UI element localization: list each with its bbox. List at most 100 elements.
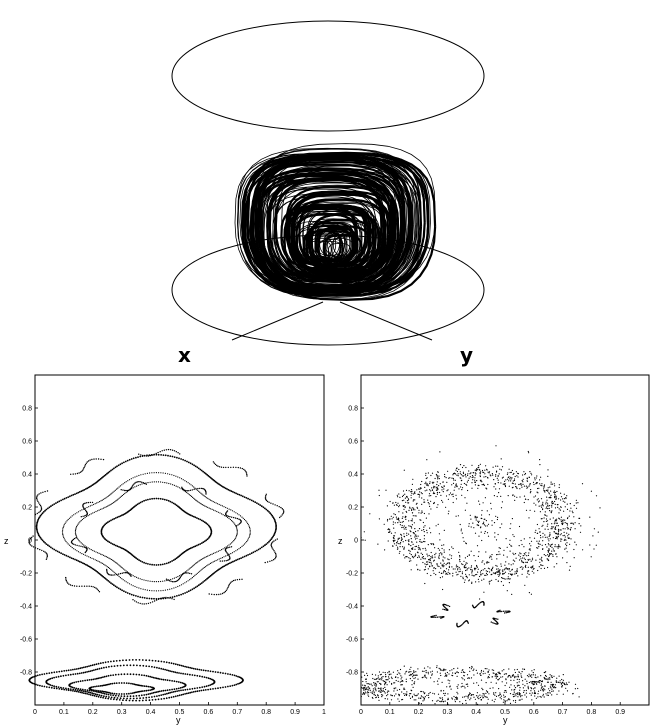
scatter-point <box>402 526 404 529</box>
scatter-point <box>555 681 558 684</box>
scatter-point <box>389 529 391 531</box>
scatter-point <box>447 558 449 560</box>
scatter-point <box>37 534 40 537</box>
scatter-point <box>506 610 508 612</box>
scatter-point <box>97 552 99 554</box>
scatter-point <box>107 521 109 524</box>
scatter-point <box>74 473 77 475</box>
scatter-point <box>413 677 415 680</box>
scatter-point <box>503 577 505 580</box>
scatter-point <box>163 498 166 501</box>
scatter-point <box>466 683 469 685</box>
scatter-point <box>429 667 431 669</box>
scatter-point <box>370 691 372 693</box>
scatter-point <box>524 472 527 475</box>
scatter-point <box>431 555 433 557</box>
scatter-point <box>500 469 502 471</box>
scatter-point <box>199 491 201 493</box>
scatter-point <box>113 490 115 492</box>
scatter-point <box>523 557 525 559</box>
scatter-point <box>391 677 393 680</box>
scatter-point <box>445 477 447 479</box>
scatter-point <box>84 551 87 554</box>
scatter-point <box>390 699 393 701</box>
scatter-point <box>433 567 435 569</box>
scatter-point <box>496 558 498 560</box>
scatter-point <box>540 675 542 677</box>
scatter-point <box>89 664 92 667</box>
scatter-point <box>162 481 164 483</box>
scatter-point <box>194 574 196 577</box>
scatter-point <box>443 668 445 670</box>
scatter-point <box>126 664 128 667</box>
scatter-point <box>579 517 581 520</box>
scatter-point <box>194 586 197 589</box>
scatter-point <box>236 579 239 581</box>
scatter-point <box>204 566 207 568</box>
x-axis-label: x <box>178 343 191 367</box>
x-tick-label: 0.6 <box>529 709 539 716</box>
scatter-point <box>405 489 408 491</box>
scatter-point <box>463 679 466 681</box>
scatter-point <box>541 556 543 559</box>
scatter-point <box>448 510 450 512</box>
scatter-point <box>528 548 530 550</box>
scatter-point <box>513 691 515 693</box>
scatter-point <box>193 486 195 488</box>
scatter-point <box>97 662 100 665</box>
scatter-point <box>241 516 243 518</box>
scatter-point <box>460 530 462 532</box>
scatter-point <box>426 553 428 555</box>
scatter-point <box>507 472 509 474</box>
scatter-point <box>554 507 557 509</box>
scatter-point <box>547 489 549 491</box>
scatter-point <box>452 477 454 480</box>
scatter-point <box>191 463 194 466</box>
scatter-point <box>562 519 564 521</box>
scatter-point <box>70 516 72 518</box>
scatter-point <box>127 480 129 482</box>
scatter-point <box>69 556 71 559</box>
scatter-point <box>449 492 452 494</box>
scatter-point <box>180 689 182 692</box>
scatter-point <box>149 692 152 695</box>
scatter-point <box>396 494 398 496</box>
scatter-point <box>164 580 166 582</box>
scatter-point <box>71 543 74 545</box>
scatter-point <box>201 558 204 560</box>
scatter-point <box>383 691 385 693</box>
scatter-point <box>238 557 241 560</box>
scatter-point <box>164 482 166 484</box>
x-tick-label: 0.2 <box>88 709 98 716</box>
scatter-point <box>206 565 208 567</box>
scatter-point <box>225 560 227 562</box>
scatter-point <box>521 566 523 568</box>
scatter-point <box>387 698 389 700</box>
scatter-point <box>81 509 83 511</box>
scatter-point <box>527 554 530 557</box>
scatter-point <box>515 676 517 678</box>
scatter-point <box>471 572 473 574</box>
scatter-point <box>165 596 167 599</box>
scatter-point <box>373 678 375 680</box>
scatter-point <box>160 472 162 474</box>
scatter-point <box>122 699 124 702</box>
scatter-point <box>506 556 508 558</box>
scatter-point <box>534 692 537 695</box>
scatter-point <box>119 577 121 579</box>
scatter-point <box>461 573 463 575</box>
scatter-point <box>65 687 67 690</box>
scatter-point <box>230 561 233 564</box>
scatter-point <box>390 673 392 675</box>
scatter-point <box>501 523 503 525</box>
scatter-point <box>501 501 503 503</box>
scatter-point <box>477 695 479 697</box>
scatter-point <box>564 522 566 524</box>
scatter-point <box>395 693 397 695</box>
scatter-point <box>122 664 125 667</box>
scatter-point <box>164 454 167 457</box>
scatter-point <box>84 671 87 674</box>
scatter-point <box>113 501 115 504</box>
scatter-point <box>555 536 557 538</box>
scatter-point <box>270 502 272 504</box>
